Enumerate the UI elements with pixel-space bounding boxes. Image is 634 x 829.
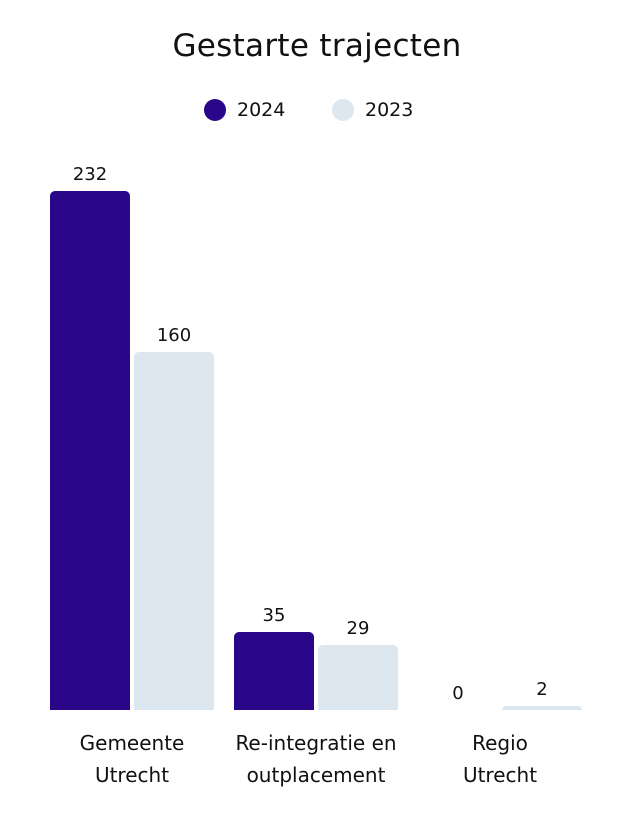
legend-swatch-icon [204,99,226,121]
value-label: 0 [452,683,464,704]
bar-2023[interactable] [134,352,214,710]
value-label: 160 [156,325,192,346]
legend-label: 2023 [365,99,414,121]
value-label: 35 [262,605,286,626]
chart-title: Gestarte trajecten [172,28,462,64]
category-label: Gemeente Utrecht [79,731,185,787]
legend: 2024 2023 [0,99,634,123]
value-label: 2 [536,679,548,700]
bar-2024[interactable] [50,191,130,710]
category-label: Regio Utrecht [462,731,538,787]
bar-2023[interactable] [502,706,582,710]
legend-swatch-icon [332,99,354,121]
legend-item-2024[interactable]: 2024 [204,99,285,121]
bar-2024[interactable] [234,632,314,710]
value-label: 232 [72,164,108,185]
category-label: Re-integratie en outplacement [235,731,397,787]
value-label: 29 [346,618,370,639]
bar-2023[interactable] [318,645,398,710]
legend-label: 2024 [237,99,286,121]
legend-item-2023[interactable]: 2023 [332,99,413,121]
